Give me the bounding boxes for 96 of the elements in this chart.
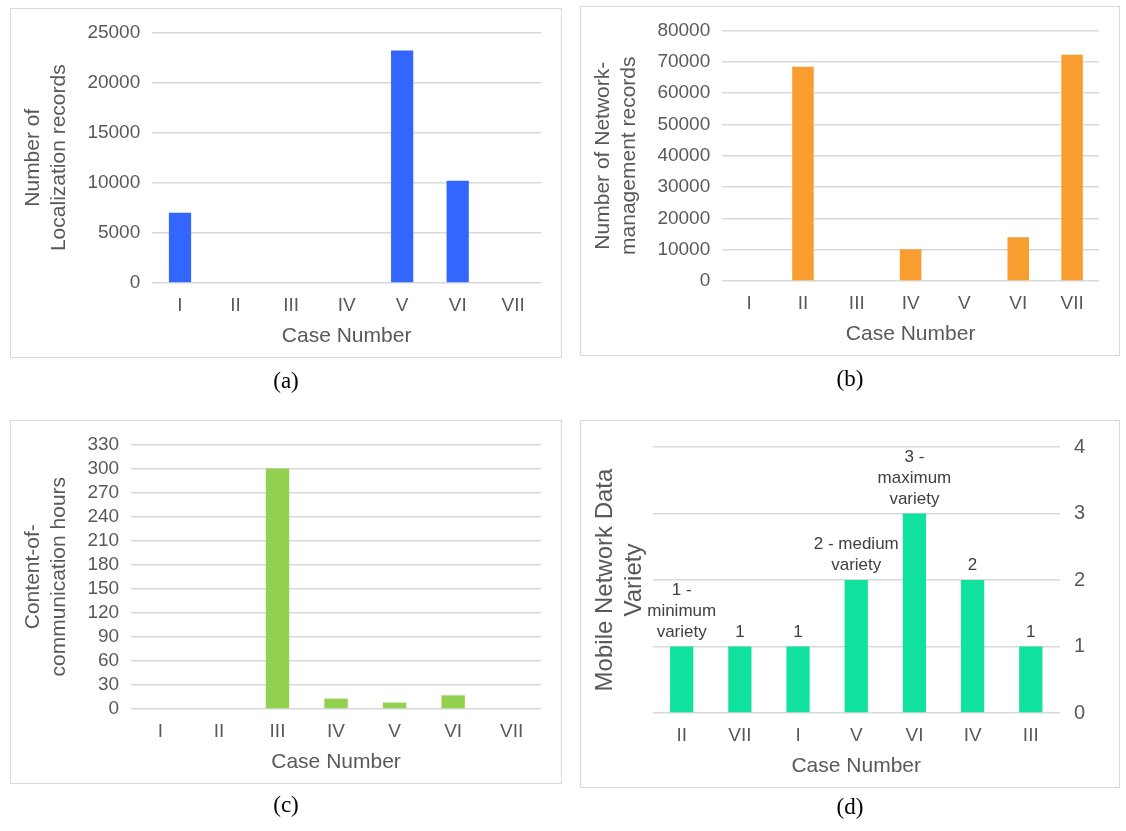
y-tick-label: 210	[87, 528, 120, 550]
x-tick-label: V	[388, 719, 402, 741]
y-tick-label: 10000	[657, 237, 711, 259]
x-tick-label: II	[676, 723, 687, 745]
text: (b)	[835, 366, 865, 392]
y2-tick-label: 2	[1073, 567, 1085, 590]
x-tick-label: VII	[728, 723, 752, 745]
x-tick-label: III	[848, 291, 865, 313]
bar	[899, 249, 922, 281]
y-tick-label: 90	[97, 625, 120, 647]
y-tick-label: 330	[87, 432, 120, 454]
y-tick-label: 50000	[657, 112, 711, 134]
data-label: 1	[793, 621, 803, 641]
y-tick-label: 300	[87, 456, 120, 478]
y-axis-title: Number of Network-management records	[590, 56, 639, 255]
x-tick-label: I	[157, 719, 164, 741]
y2-tick-label: 3	[1073, 501, 1085, 524]
bar	[168, 212, 192, 283]
y-axis-title: Content-of-communication hours	[20, 476, 69, 677]
y-tick-label: 30	[97, 673, 120, 695]
x-tick-label: III	[269, 719, 286, 741]
x-axis-title: Case Number	[271, 749, 401, 773]
bar	[1007, 237, 1030, 281]
bar	[844, 580, 868, 713]
text: (c)	[272, 792, 300, 818]
y-axis-title: Number of Localization records	[20, 64, 69, 252]
x-tick-label: V	[958, 291, 972, 313]
x-tick-label: V	[849, 723, 863, 745]
x-tick-label: IV	[963, 723, 982, 745]
y-axis-title: Mobile Network Data Variety	[590, 467, 646, 692]
y-tick-label: 25000	[87, 20, 141, 42]
y-tick-label: 60	[97, 649, 120, 671]
y-tick-label: 10000	[87, 170, 141, 192]
bar	[960, 580, 985, 713]
y-tick-label: 0	[129, 271, 141, 293]
x-tick-label: III	[1022, 723, 1039, 745]
data-label: 1	[735, 621, 745, 641]
y-tick-label: 5000	[97, 221, 141, 243]
x-tick-label: III	[283, 293, 299, 315]
x-tick-label: IV	[337, 293, 356, 315]
x-tick-label: I	[746, 291, 752, 313]
x-axis-title: Case Number	[845, 321, 976, 345]
x-tick-label: VI	[1009, 291, 1028, 313]
text: (a)	[272, 368, 300, 394]
x-axis-title: Case Number	[791, 753, 922, 777]
bar	[441, 695, 465, 709]
data-label: 1	[1026, 621, 1036, 641]
y-tick-label: 70000	[657, 49, 711, 71]
y-tick-label: 180	[87, 552, 120, 574]
x-tick-label: IV	[327, 719, 346, 741]
bar	[1019, 646, 1043, 713]
bar	[446, 180, 469, 283]
x-tick-label: VI	[444, 719, 463, 741]
x-tick-label: VII	[1060, 291, 1084, 313]
x-tick-label: II	[213, 719, 225, 741]
x-tick-label: I	[795, 723, 801, 745]
y-tick-label: 150	[87, 576, 120, 598]
x-tick-label: VII	[501, 293, 525, 315]
y2-tick-label: 0	[1073, 700, 1085, 723]
y-tick-label: 40000	[657, 143, 711, 165]
x-tick-label: VII	[500, 719, 524, 741]
y-tick-label: 240	[87, 504, 120, 526]
x-tick-label: IV	[901, 291, 920, 313]
bar	[792, 66, 814, 281]
y2-tick-label: 4	[1073, 434, 1085, 457]
bar	[728, 646, 752, 713]
bar	[786, 646, 810, 713]
y-tick-label: 60000	[657, 81, 711, 103]
y-tick-label: 270	[87, 480, 120, 502]
x-tick-label: I	[177, 293, 183, 315]
data-label: 2	[967, 555, 978, 574]
x-tick-label: II	[797, 291, 809, 313]
x-tick-label: VI	[905, 723, 924, 745]
y-tick-label: 20000	[657, 206, 711, 228]
y-tick-label: 120	[87, 601, 120, 623]
bar	[265, 468, 290, 709]
y2-tick-label: 1	[1073, 634, 1085, 657]
y-tick-label: 0	[108, 697, 120, 719]
x-tick-label: II	[230, 293, 241, 315]
y-tick-label: 30000	[657, 175, 711, 197]
bar	[670, 646, 694, 713]
data-label: 2 - medium variety	[813, 534, 899, 574]
bar	[324, 698, 348, 709]
y-tick-label: 0	[699, 269, 711, 291]
y-tick-label: 80000	[657, 18, 711, 40]
bar	[902, 513, 927, 713]
y-tick-label: 20000	[87, 70, 141, 92]
bar	[1061, 54, 1083, 281]
data-label: 1 - minimum variety	[647, 579, 717, 641]
x-tick-label: V	[395, 293, 409, 315]
x-axis-title: Case Number	[281, 323, 412, 347]
x-tick-label: VI	[448, 293, 467, 315]
y-tick-label: 15000	[87, 120, 141, 142]
data-label: 3 - maximum variety	[877, 446, 952, 508]
bar	[391, 50, 414, 283]
text: (d)	[835, 794, 865, 820]
